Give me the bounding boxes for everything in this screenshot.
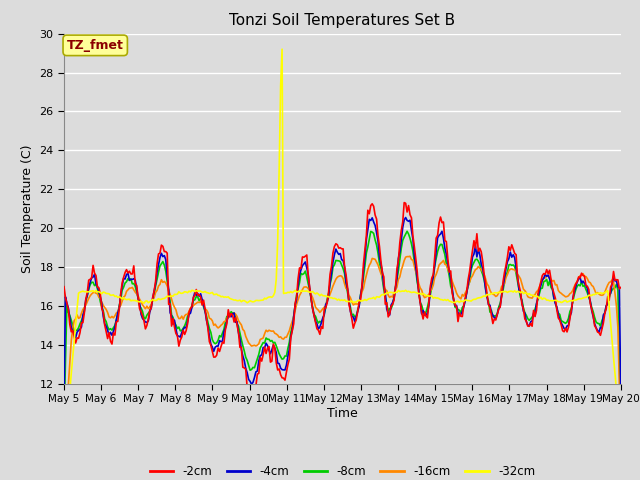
Title: Tonzi Soil Temperatures Set B: Tonzi Soil Temperatures Set B	[229, 13, 456, 28]
Text: TZ_fmet: TZ_fmet	[67, 39, 124, 52]
Y-axis label: Soil Temperature (C): Soil Temperature (C)	[20, 144, 34, 273]
Legend: -2cm, -4cm, -8cm, -16cm, -32cm: -2cm, -4cm, -8cm, -16cm, -32cm	[145, 461, 540, 480]
X-axis label: Time: Time	[327, 407, 358, 420]
